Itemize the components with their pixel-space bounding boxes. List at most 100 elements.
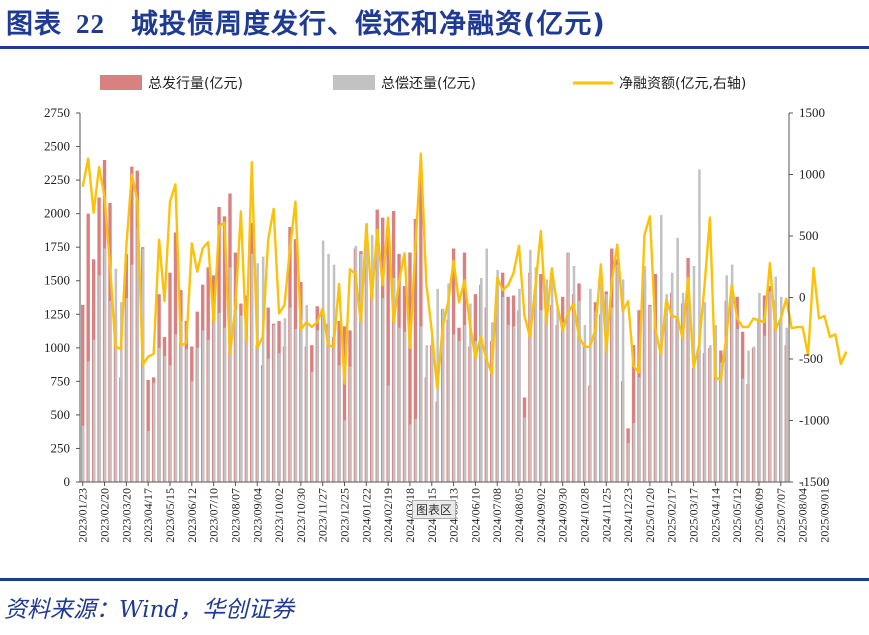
repay-bar <box>130 264 134 482</box>
x-tick-label: 2023/04/17 <box>141 488 155 543</box>
repay-bar <box>698 169 701 483</box>
repay-bar <box>207 339 210 482</box>
repay-bar <box>501 296 505 482</box>
repay-bar <box>496 269 499 482</box>
legend-swatch-issue <box>100 75 142 90</box>
x-tick-label: 2024/11/25 <box>599 488 613 542</box>
repay-bar <box>158 347 161 482</box>
repay-bar <box>114 268 118 482</box>
x-tick-label: 2025/08/04 <box>796 488 810 543</box>
repay-bar <box>736 329 739 482</box>
repay-bar <box>589 288 592 482</box>
repay-bar <box>409 424 412 482</box>
repay-bar <box>779 296 783 482</box>
repay-bar <box>578 300 581 482</box>
repay-bar <box>490 322 494 482</box>
repay-bar <box>136 227 139 482</box>
repay-bar <box>98 275 101 482</box>
repay-bar <box>381 298 385 482</box>
left-tick-label: 2750 <box>44 105 70 120</box>
repay-bar <box>540 310 543 482</box>
x-tick-label: 2024/12/23 <box>621 488 635 543</box>
repay-bar <box>349 366 352 482</box>
repay-bar <box>430 335 434 482</box>
legend-label-issue: 总发行量(亿元) <box>148 76 243 92</box>
repay-bar <box>714 325 718 482</box>
repay-bar <box>174 334 178 482</box>
repay-bar <box>480 278 483 482</box>
repay-bar <box>638 377 641 482</box>
repay-bar <box>703 302 707 482</box>
legend-swatch-repay <box>333 75 375 90</box>
repay-bar <box>283 318 287 482</box>
x-tick-label: 2025/07/07 <box>774 488 788 543</box>
x-tick-label: 2024/08/05 <box>512 488 526 543</box>
repay-bar <box>534 267 538 482</box>
repay-bar <box>769 291 772 482</box>
repay-bar <box>632 422 636 482</box>
repay-bar <box>649 306 652 482</box>
repay-bar <box>163 355 167 482</box>
repay-bar <box>676 237 679 482</box>
repay-bar <box>605 294 608 482</box>
repay-bar <box>370 235 374 482</box>
repay-bar <box>152 382 156 482</box>
issue-bar <box>408 252 412 482</box>
x-tick-label: 2024/10/28 <box>577 488 591 543</box>
issue-bar <box>386 231 390 482</box>
repay-bar <box>398 327 401 482</box>
left-tick-label: 250 <box>51 440 71 455</box>
repay-bar <box>387 385 390 482</box>
repay-bar <box>758 292 761 482</box>
repay-bar <box>365 223 369 482</box>
x-tick-label: 2025/04/14 <box>708 488 722 543</box>
left-tick-label: 2500 <box>44 139 70 154</box>
repay-bar <box>583 325 587 482</box>
issue-bar <box>413 219 418 482</box>
repay-bar <box>610 307 614 482</box>
source-rule <box>0 578 869 581</box>
repay-bar <box>327 253 330 482</box>
legend-label-net: 净融资额(亿元,右轴) <box>619 76 746 92</box>
repay-bar <box>272 325 276 482</box>
x-tick-label: 2025/06/09 <box>752 488 766 543</box>
repay-bar <box>240 315 243 482</box>
x-tick-label: 2025/09/01 <box>817 488 831 543</box>
x-tick-label: 2025/01/20 <box>643 488 657 543</box>
figure-title-prefix: 图表 <box>6 9 62 40</box>
repay-bar <box>250 253 254 482</box>
repay-bar <box>81 425 85 482</box>
repay-bar <box>469 303 472 482</box>
x-tick-label: 2023/01/23 <box>76 488 90 543</box>
repay-bar <box>414 418 418 482</box>
issue-bar <box>86 213 90 482</box>
x-tick-label: 2023/05/15 <box>163 488 177 543</box>
repay-bar <box>196 347 199 482</box>
repay-bar <box>212 315 216 482</box>
left-tick-label: 500 <box>51 407 71 422</box>
repay-bar <box>125 298 129 482</box>
x-tick-label: 2025/02/17 <box>665 488 679 543</box>
repay-bar <box>321 240 325 482</box>
repay-bar <box>594 311 598 482</box>
right-tick-label: -1000 <box>799 413 829 428</box>
repay-bar <box>403 331 407 482</box>
repay-bar <box>665 294 668 482</box>
repay-bar <box>109 300 112 482</box>
repay-bar <box>234 308 238 482</box>
x-tick-label: 2023/08/07 <box>228 488 242 543</box>
repay-bar <box>621 279 625 482</box>
repay-bar <box>360 253 363 482</box>
right-tick-label: 1000 <box>799 167 825 182</box>
issue-bar <box>631 345 636 482</box>
repay-bar <box>447 283 450 482</box>
repay-bar <box>730 264 734 482</box>
repay-bar <box>654 331 658 482</box>
repay-bar <box>681 292 685 482</box>
right-tick-label: 0 <box>799 290 806 305</box>
repay-bar <box>719 362 723 482</box>
repay-bar <box>600 283 603 482</box>
repay-bar <box>507 325 510 482</box>
repay-bar <box>485 248 489 482</box>
repay-bar <box>354 245 358 482</box>
